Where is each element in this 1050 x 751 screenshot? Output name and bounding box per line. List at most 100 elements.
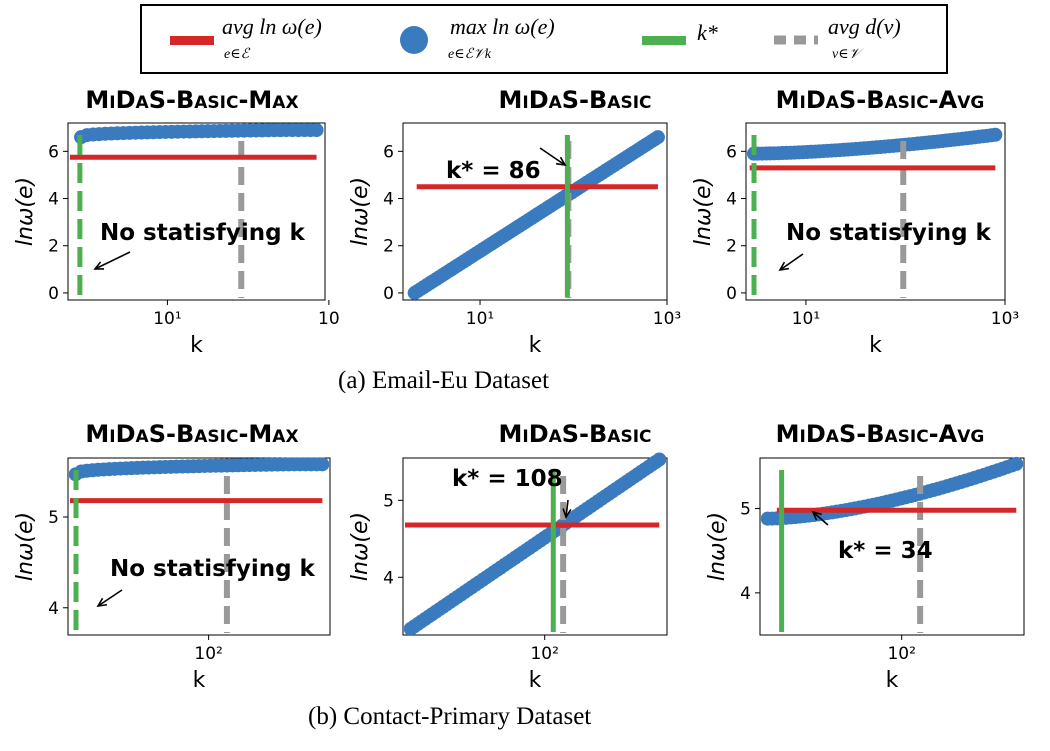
plot-title: MiDaS-Basic-Max	[85, 86, 298, 114]
annotation-text: k* = 34	[838, 538, 933, 564]
x-tick-label: 10²	[530, 644, 558, 664]
plot-title: MiDaS-Basic	[498, 86, 651, 114]
y-tick-label: 6	[48, 142, 59, 162]
y-tick-label: 4	[740, 584, 751, 604]
legend-swatch-kstar	[642, 36, 686, 45]
legend-swatch-max	[400, 26, 428, 54]
annotation-arrow	[94, 251, 131, 270]
x-tick-label: 10²	[887, 644, 915, 664]
annotation-arrow	[539, 147, 566, 166]
data-point	[1009, 456, 1023, 471]
y-axis-label: lnω(e)	[13, 177, 38, 246]
plot-b3: MiDaS-Basic-Avg 4 5 10² k lnω(e) k* = 34	[705, 420, 1025, 693]
annotation-text: No statisfying k	[110, 556, 316, 582]
x-axis-label: k	[529, 668, 542, 693]
y-tick-label: 6	[383, 142, 394, 162]
legend-max-sub: e∈ℰ𝒱k	[448, 47, 491, 62]
x-axis-label: k	[886, 668, 899, 693]
x-tick-label: 10²	[194, 644, 222, 664]
y-tick-label: 2	[726, 237, 737, 257]
y-tick-label: 5	[383, 491, 394, 511]
x-tick-label: 10¹	[466, 309, 494, 329]
annotation-arrow	[97, 589, 123, 607]
plot-frame	[759, 457, 1025, 636]
y-tick-label: 0	[726, 284, 737, 304]
caption-b: (b) Contact-Primary Dataset	[308, 703, 592, 730]
y-tick-label: 4	[383, 190, 394, 210]
plot-area	[407, 130, 665, 300]
y-tick-label: 4	[726, 190, 737, 210]
plot-area	[761, 456, 1023, 633]
y-tick-label: 0	[383, 284, 394, 304]
annotation-arrowhead	[555, 156, 567, 167]
plot-frame	[67, 457, 331, 636]
x-tick-label: 10	[318, 309, 340, 329]
annotation-arrowhead	[778, 261, 790, 272]
legend-swatch-avg	[170, 36, 214, 45]
x-tick-label: 10³	[653, 309, 681, 329]
data-point	[315, 457, 329, 472]
plot-title: MiDaS-Basic-Avg	[776, 86, 985, 114]
plot-a3: MiDaS-Basic-Avg 0 2 4 6 10¹ 10³ k lnω(e) No stati…	[691, 86, 1019, 358]
annotation-text: No statisfying k	[786, 220, 992, 246]
legend-kstar-label: k*	[697, 20, 718, 45]
y-tick-label: 2	[383, 237, 394, 257]
plot-area	[70, 123, 324, 298]
annotation-arrowhead	[93, 261, 105, 270]
plot-area	[747, 127, 1003, 298]
annotation-text: No statisfying k	[100, 220, 306, 246]
y-tick-label: 6	[726, 142, 737, 162]
annotation-arrowhead	[96, 597, 108, 608]
y-tick-label: 4	[48, 190, 59, 210]
legend-avg-label: avg ln ω(e)	[222, 14, 322, 39]
legend-swatches	[170, 26, 818, 54]
x-axis-label: k	[529, 333, 542, 358]
plot-title: MiDaS-Basic-Avg	[776, 420, 985, 448]
annotation-text: k* = 108	[452, 466, 563, 492]
plot-a1: MiDaS-Basic-Max 0 2 4 6 10¹ 10 k lnω(e) No statis…	[13, 86, 340, 358]
legend-max-label: max ln ω(e)	[450, 14, 555, 39]
legend-avg-sub: e∈ℰ	[224, 47, 250, 62]
plot-title: MiDaS-Basic-Max	[85, 420, 298, 448]
x-tick-label: 10¹	[153, 309, 181, 329]
data-point	[988, 127, 1003, 142]
caption-a: (a) Email-Eu Dataset	[338, 367, 550, 394]
legend: avg ln ω(e) e∈ℰ max ln ω(e) e∈ℰ𝒱k k* avg…	[140, 4, 948, 74]
annotation-arrow	[565, 499, 569, 518]
x-tick-label: 10³	[991, 309, 1019, 329]
plot-a2: MiDaS-Basic 0 2 4 6 10¹ 10³ k lnω(e) k* = 86	[348, 86, 681, 358]
plot-frame	[402, 122, 668, 301]
x-axis-label: k	[193, 668, 206, 693]
y-tick-label: 5	[48, 508, 59, 528]
plot-frame	[402, 457, 668, 636]
x-tick-label: 10¹	[792, 309, 820, 329]
x-axis-label: k	[869, 333, 882, 358]
legend-deg-label: avg d(v)	[828, 14, 901, 39]
y-tick-label: 2	[48, 237, 59, 257]
plot-area	[404, 452, 666, 635]
plot-b1: MiDaS-Basic-Max 4 5 10² k lnω(e) No statisfyin…	[13, 420, 331, 693]
plot-frame	[67, 122, 326, 301]
y-axis-label: lnω(e)	[348, 512, 373, 581]
plot-frame	[745, 122, 1006, 301]
annotation-arrow	[812, 511, 829, 526]
data-point	[650, 130, 665, 145]
data-point	[652, 452, 666, 467]
plot-title: MiDaS-Basic	[498, 420, 651, 448]
annotation-arrowhead	[811, 510, 822, 521]
annotation-arrowhead	[562, 508, 572, 519]
x-axis-label: k	[190, 333, 203, 358]
annotation-arrow	[779, 253, 804, 271]
y-axis-label: lnω(e)	[705, 512, 730, 581]
plot-area	[69, 457, 329, 633]
y-axis-label: lnω(e)	[691, 177, 716, 246]
data-point	[309, 123, 324, 138]
y-axis-label: lnω(e)	[348, 177, 373, 246]
y-tick-label: 5	[740, 500, 751, 520]
plot-b2: MiDaS-Basic 4 5 10² k lnω(e) k* = 108	[348, 420, 668, 693]
y-tick-label: 4	[383, 568, 394, 588]
y-tick-label: 0	[48, 284, 59, 304]
legend-deg-sub: v∈𝒱	[832, 47, 861, 62]
annotation-text: k* = 86	[446, 158, 541, 184]
